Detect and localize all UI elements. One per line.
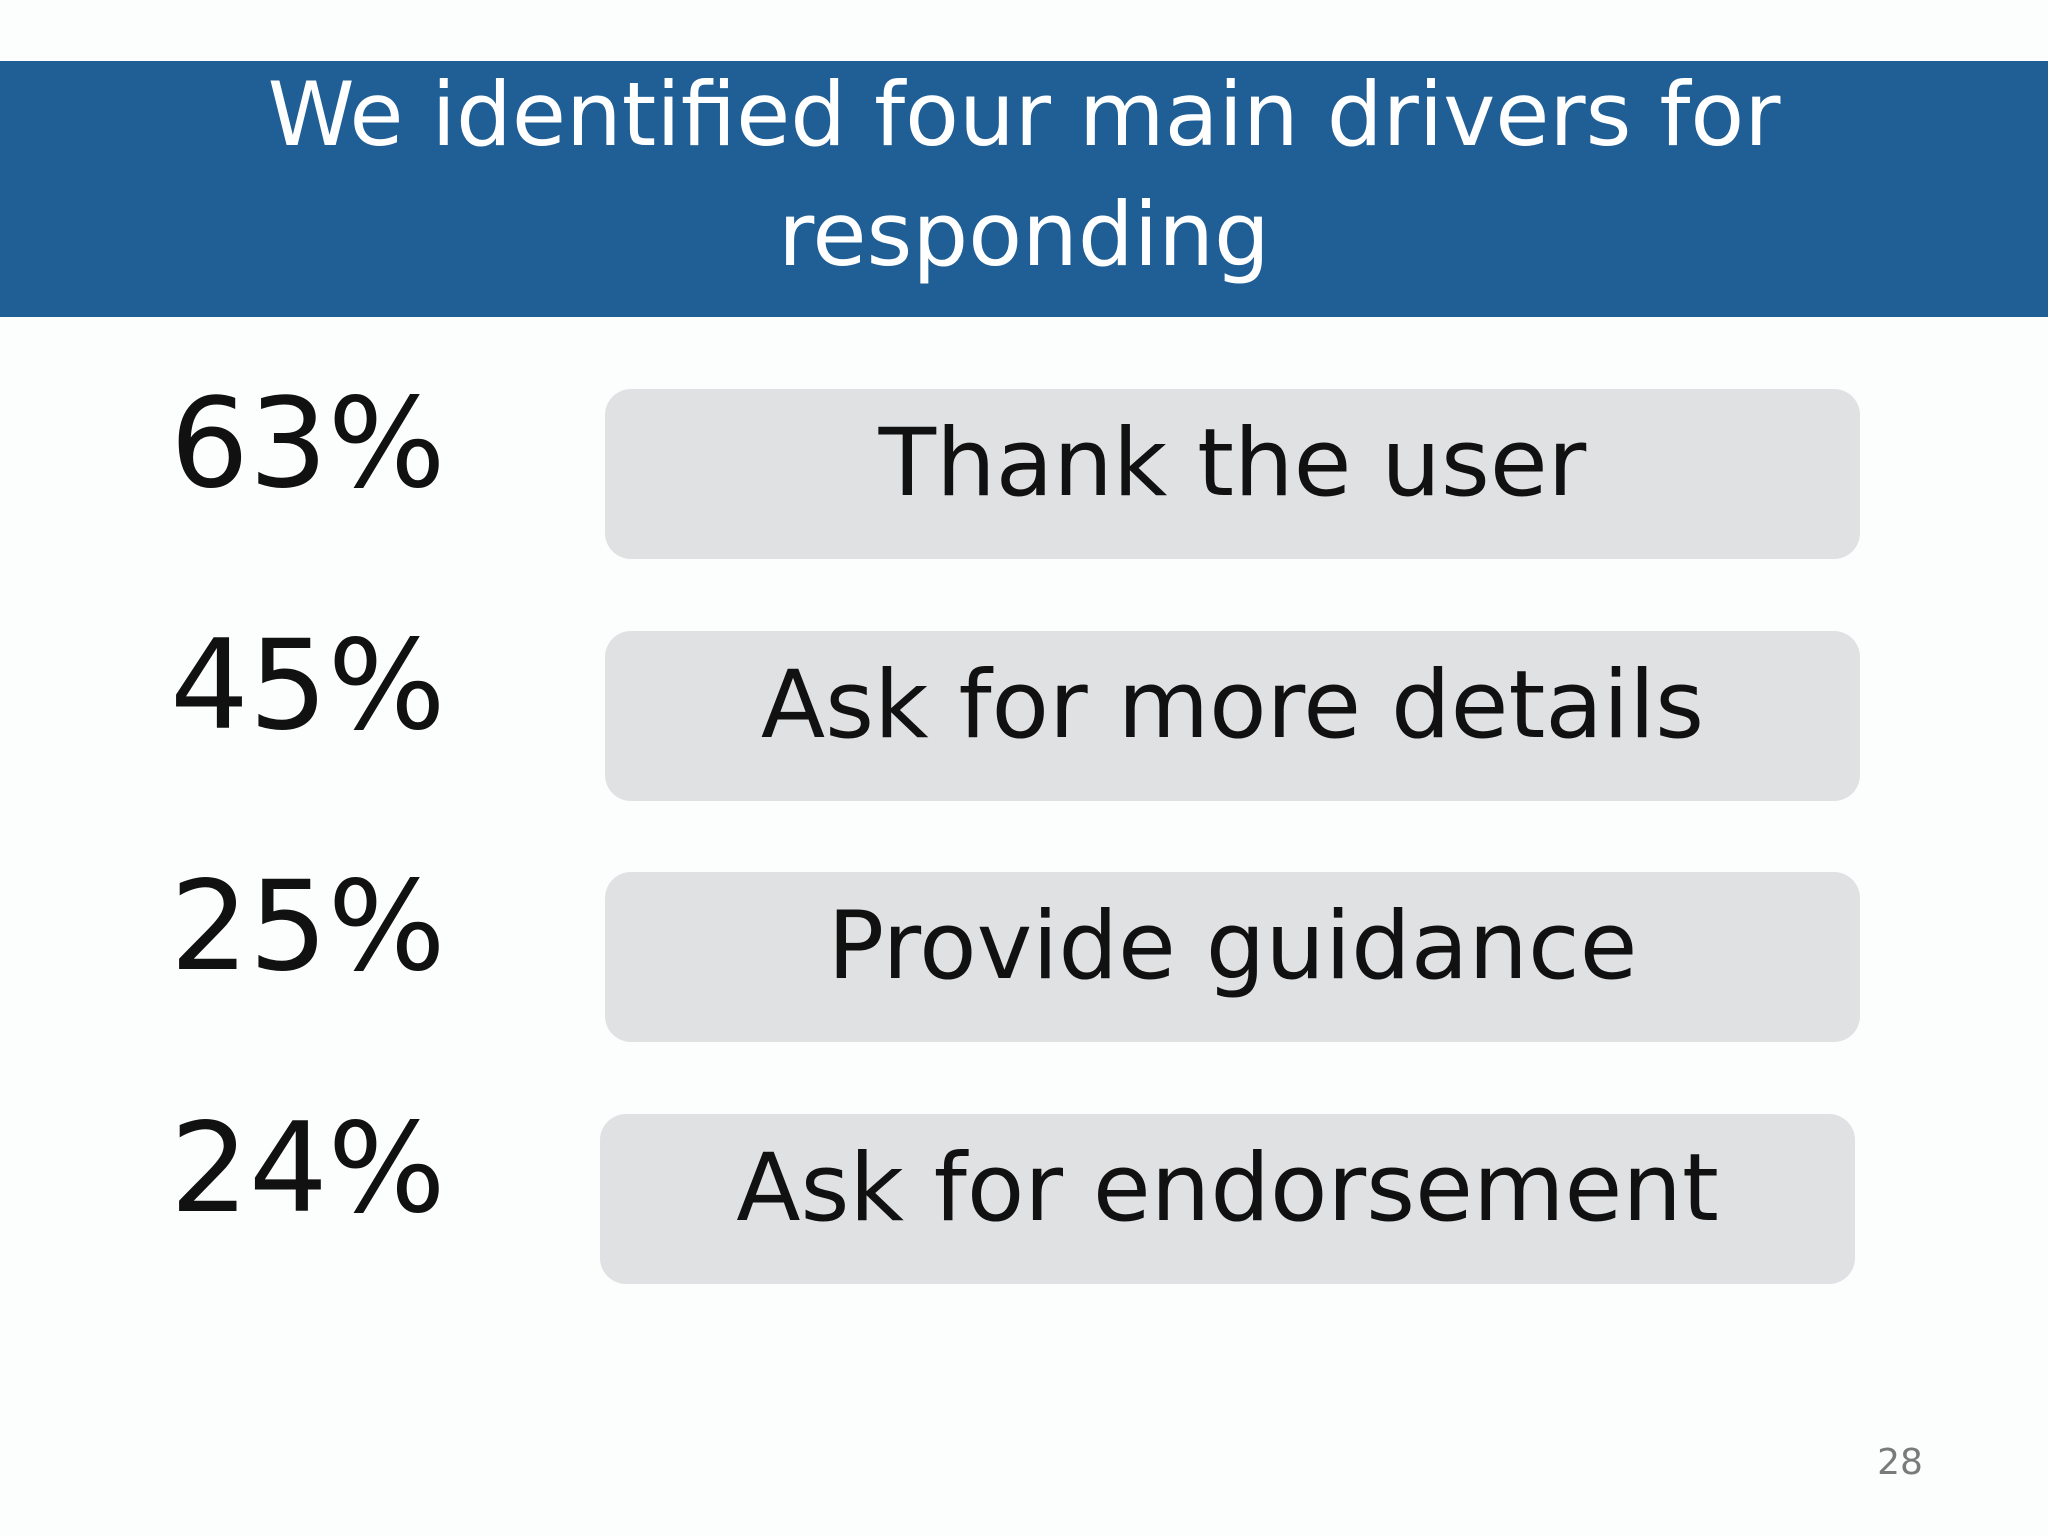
driver-label: Ask for endorsement bbox=[736, 1134, 1719, 1243]
percent: 45% bbox=[170, 614, 446, 758]
driver-box: Ask for more details bbox=[605, 631, 1860, 801]
driver-box: Ask for endorsement bbox=[600, 1114, 1855, 1284]
driver-box: Provide guidance bbox=[605, 872, 1860, 1042]
driver-label: Ask for more details bbox=[760, 651, 1705, 760]
percent: 24% bbox=[170, 1097, 446, 1241]
slide-title: We identified four main drivers for resp… bbox=[267, 63, 1781, 286]
driver-label: Thank the user bbox=[878, 409, 1587, 518]
driver-box: Thank the user bbox=[605, 389, 1860, 559]
percent: 63% bbox=[170, 372, 446, 516]
header-bar: We identified four main drivers for resp… bbox=[0, 61, 2048, 317]
driver-label: Provide guidance bbox=[827, 892, 1638, 1001]
page-number: 28 bbox=[1877, 1442, 1923, 1483]
percent: 25% bbox=[170, 855, 446, 999]
